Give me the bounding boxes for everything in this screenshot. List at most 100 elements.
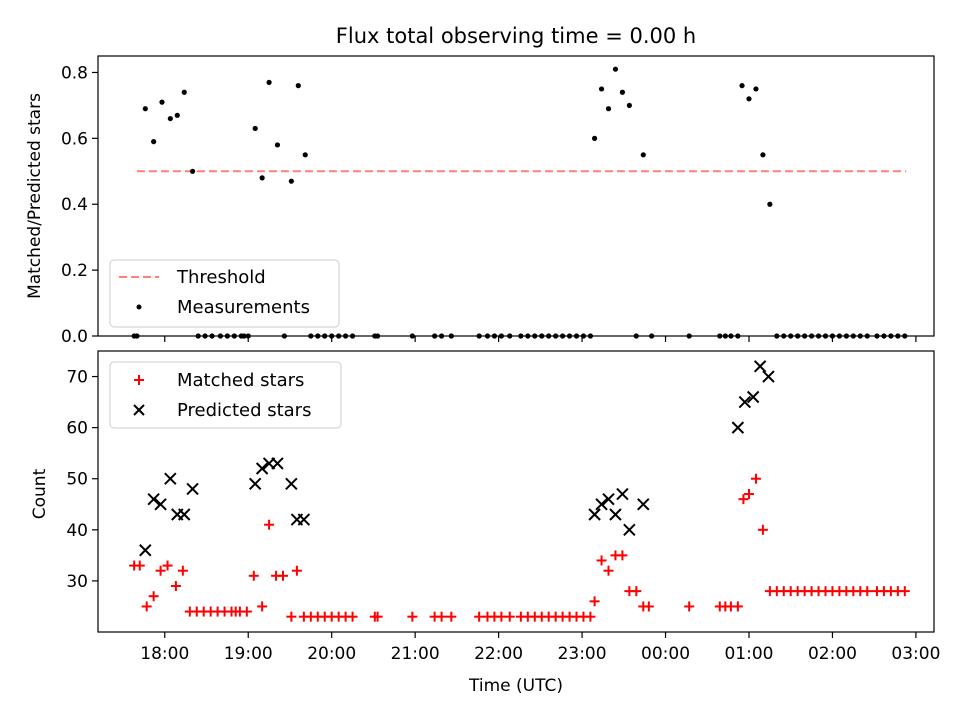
predicted-stars-point <box>602 492 615 506</box>
matched-stars-point <box>257 601 268 612</box>
matched-stars-point <box>862 586 873 597</box>
matched-stars-point <box>141 601 152 612</box>
top-legend: Threshold Measurements <box>109 259 340 328</box>
top-y-tick-label: 0.0 <box>61 327 88 347</box>
matched-stars-point <box>446 611 457 622</box>
x-tick-label: 21:00 <box>391 644 440 664</box>
bottom-y-tick-label: 50 <box>66 470 88 490</box>
matched-stars-point <box>496 611 507 622</box>
matched-stars-point <box>585 611 596 622</box>
predicted-stars-point <box>616 487 629 501</box>
measurement-point <box>252 125 258 132</box>
measurement-point <box>266 79 272 85</box>
matched-stars-point <box>631 586 642 597</box>
measurement-point <box>159 99 165 105</box>
top-y-tick-label: 0.6 <box>61 129 88 149</box>
predicted-stars-point <box>746 390 760 404</box>
matched-stars-point <box>743 489 754 500</box>
measurement-point <box>605 106 612 112</box>
x-tick-label: 23:00 <box>558 644 607 664</box>
measurement-point <box>174 112 180 118</box>
predicted-stars-point <box>285 477 298 491</box>
top-y-axis-label: Matched/Predicted stars <box>25 93 45 299</box>
measurement-point <box>626 102 632 109</box>
measurement-point <box>189 168 196 174</box>
measurement-point <box>142 106 148 112</box>
matched-stars-point <box>278 570 289 581</box>
legend-predicted-label: Predicted stars <box>177 400 311 421</box>
measurement-point <box>598 86 605 92</box>
matched-stars-point <box>474 611 485 622</box>
bottom-y-tick-label: 70 <box>66 368 88 388</box>
predicted-stars-point <box>609 508 622 521</box>
measurement-point <box>760 152 766 158</box>
bottom-y-tick-label: 60 <box>66 419 88 439</box>
measurement-point <box>753 86 759 92</box>
x-tick-label: 19:00 <box>224 644 273 664</box>
matched-stars-point <box>134 560 145 571</box>
predicted-stars-point <box>178 508 191 521</box>
x-axis-label: Time (UTC) <box>468 676 563 696</box>
matched-stars-point <box>436 611 447 622</box>
bottom-y-tick-label: 30 <box>66 572 88 592</box>
matched-stars-point <box>170 581 181 592</box>
measurement-point <box>612 66 619 72</box>
predicted-stars-point <box>186 482 199 496</box>
matched-stars-point <box>407 611 418 622</box>
measurement-point <box>274 142 281 148</box>
predicted-stars-point <box>623 523 636 537</box>
bottom-axes-frame <box>97 350 935 633</box>
predicted-stars-point <box>595 498 608 511</box>
predicted-stars-point <box>588 508 601 521</box>
predicted-stars-point <box>154 498 167 511</box>
predicted-stars-point <box>164 472 177 485</box>
matched-stars-point <box>596 555 607 566</box>
measurement-point <box>739 83 745 89</box>
matched-stars-point <box>148 591 159 602</box>
matched-stars-point <box>347 611 358 622</box>
bottom-y-axis-label: Count <box>30 468 50 519</box>
bottom-panel: 18:00 19:00 20:00 21:00 22:00 23:00 00:00 01:00… <box>30 350 940 696</box>
top-y-tick-label: 0.2 <box>61 261 88 281</box>
measurement-point <box>640 152 646 158</box>
matched-stars-point <box>291 565 302 576</box>
measurement-point <box>259 175 265 181</box>
measurement-point <box>619 89 626 95</box>
predicted-stars-point <box>738 395 752 409</box>
measurement-point <box>746 96 752 102</box>
chart-title: Flux total observing time = 0.00 h <box>336 24 696 48</box>
measurement-point <box>288 178 294 184</box>
x-tick-label: 00:00 <box>641 644 690 664</box>
top-plot-marks <box>131 66 908 339</box>
matched-stars-point <box>617 550 628 561</box>
matched-stars-point <box>750 473 761 484</box>
predicted-stars-point <box>731 421 745 434</box>
top-legend-box <box>109 259 340 328</box>
predicted-stars-point <box>255 462 269 475</box>
predicted-stars-point <box>297 513 311 526</box>
x-tick-label: 22:00 <box>474 644 523 664</box>
measurement-point <box>151 139 157 145</box>
legend-measurements-swatch <box>136 304 142 310</box>
bottom-legend: Matched stars Predicted stars <box>109 361 342 429</box>
matched-stars-point <box>603 565 614 576</box>
x-tick-label: 20:00 <box>307 644 356 664</box>
measurement-point <box>302 152 308 158</box>
matched-stars-point <box>241 606 252 617</box>
x-tick-label: 01:00 <box>724 644 773 664</box>
bottom-y-tick-label: 40 <box>66 521 88 541</box>
matched-stars-point <box>899 586 910 597</box>
matched-stars-point <box>155 565 166 576</box>
legend-threshold-label: Threshold <box>176 267 266 288</box>
top-axes-frame <box>97 55 935 337</box>
matched-stars-point <box>732 601 743 612</box>
matched-stars-point <box>177 565 188 576</box>
x-tick-label: 18:00 <box>140 644 189 664</box>
matched-stars-point <box>504 611 515 622</box>
bottom-plot-marks <box>129 360 910 622</box>
matched-stars-point <box>589 596 600 607</box>
predicted-stars-point <box>139 544 152 557</box>
predicted-stars-point <box>762 370 775 383</box>
legend-predicted-swatch <box>133 404 145 416</box>
